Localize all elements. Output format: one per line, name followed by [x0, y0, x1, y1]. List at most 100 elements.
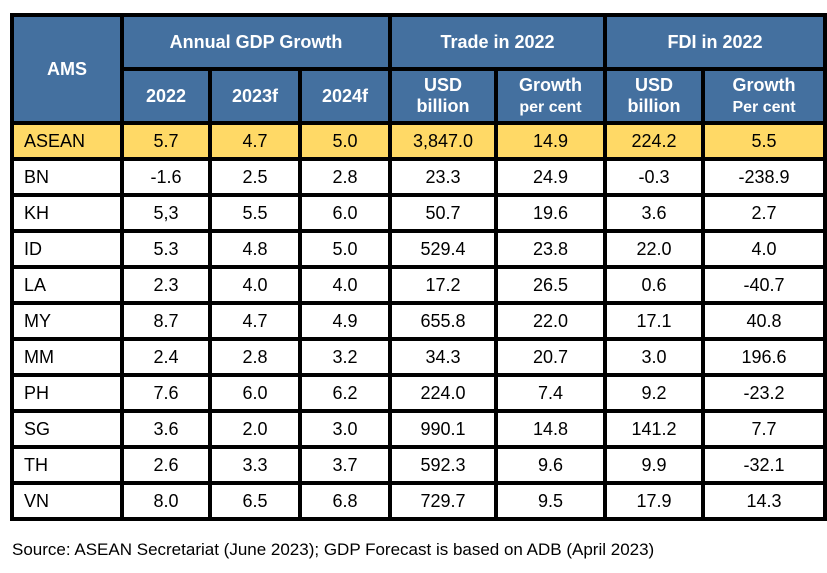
table-cell: -32.1 — [701, 445, 827, 485]
table-cell: 141.2 — [603, 409, 706, 449]
table-cell: 6.5 — [208, 481, 302, 521]
table-cell: 3.6 — [603, 193, 706, 233]
table-cell: -0.3 — [603, 157, 706, 197]
table-row: LA 2.3 4.0 4.0 17.2 26.5 0.6 -40.7 — [10, 265, 827, 305]
table-row: PH 7.6 6.0 6.2 224.0 7.4 9.2 -23.2 — [10, 373, 827, 413]
table-cell: 5.3 — [120, 229, 212, 269]
table-cell: 7.6 — [120, 373, 212, 413]
table-cell: 9.6 — [493, 445, 608, 485]
table-cell: 4.8 — [208, 229, 302, 269]
data-table: AMS Annual GDP Growth Trade in 2022 FDI … — [10, 13, 827, 521]
table-cell: 26.5 — [493, 265, 608, 305]
table-cell: 3.6 — [120, 409, 212, 449]
table-cell: 196.6 — [701, 337, 827, 377]
row-label: TH — [10, 445, 124, 485]
column-header-line1: Growth — [519, 74, 582, 95]
table-cell: -238.9 — [701, 157, 827, 197]
table-cell: 14.8 — [493, 409, 608, 449]
header-fdi: FDI in 2022 — [603, 13, 827, 71]
column-header-line1: 2024f — [321, 85, 369, 106]
table-cell: 2.6 — [120, 445, 212, 485]
column-header-line1: USD — [635, 75, 674, 95]
table-cell: 2.8 — [208, 337, 302, 377]
table-cell: 224.0 — [388, 373, 498, 413]
table-cell: 7.4 — [493, 373, 608, 413]
table-cell: 8.0 — [120, 481, 212, 521]
column-header-line1: Growth — [732, 74, 796, 95]
table-row: TH 2.6 3.3 3.7 592.3 9.6 9.9 -32.1 — [10, 445, 827, 485]
table-row: ID 5.3 4.8 5.0 529.4 23.8 22.0 4.0 — [10, 229, 827, 269]
table-cell: 6.8 — [298, 481, 392, 521]
table-cell: 22.0 — [603, 229, 706, 269]
table-cell: 4.0 — [701, 229, 827, 269]
header-ams: AMS — [10, 13, 124, 125]
row-label: ASEAN — [10, 121, 124, 161]
table-cell: 14.9 — [493, 121, 608, 161]
table-cell: 24.9 — [493, 157, 608, 197]
header-trade: Trade in 2022 — [387, 13, 608, 71]
table-row: VN 8.0 6.5 6.8 729.7 9.5 17.9 14.3 — [10, 481, 827, 521]
table-cell: 6.2 — [298, 373, 392, 413]
table-row: MY 8.7 4.7 4.9 655.8 22.0 17.1 40.8 — [10, 301, 827, 341]
column-header-line2: billion — [627, 96, 681, 116]
table-cell: 23.3 — [388, 157, 498, 197]
table-cell: 4.9 — [298, 301, 392, 341]
table-cell: 4.0 — [208, 265, 302, 305]
column-header-line1: 2022 — [145, 85, 187, 106]
table-cell: -40.7 — [701, 265, 827, 305]
table-cell: 4.7 — [208, 121, 302, 161]
table-cell: 9.9 — [603, 445, 706, 485]
row-label: BN — [10, 157, 124, 197]
column-header-line2: per cent — [519, 98, 582, 116]
table-cell: 2.5 — [208, 157, 302, 197]
row-label: MY — [10, 301, 124, 341]
table-cell: 8.7 — [120, 301, 212, 341]
table-cell: 19.6 — [493, 193, 608, 233]
column-header-line1: 2023f — [231, 85, 279, 106]
table-cell: 14.3 — [701, 481, 827, 521]
table-cell: 3,847.0 — [388, 121, 498, 161]
table-cell: 655.8 — [388, 301, 498, 341]
column-header: 2022 — [120, 67, 212, 125]
column-header: Growth per cent — [493, 67, 608, 125]
table-cell: 224.2 — [603, 121, 706, 161]
table-cell: 990.1 — [388, 409, 498, 449]
column-header: USD billion — [603, 67, 706, 125]
table-row: ASEAN 5.7 4.7 5.0 3,847.0 14.9 224.2 5.5 — [10, 121, 827, 161]
table-cell: 3.3 — [208, 445, 302, 485]
row-label: PH — [10, 373, 124, 413]
table-cell: 5.0 — [298, 121, 392, 161]
table-cell: 5,3 — [120, 193, 212, 233]
column-header: USD billion — [388, 67, 498, 125]
table-cell: 2.4 — [120, 337, 212, 377]
table-cell: 9.2 — [603, 373, 706, 413]
column-header-line2: Per cent — [732, 98, 796, 116]
table-cell: 5.5 — [701, 121, 827, 161]
source-note: Source: ASEAN Secretariat (June 2023); G… — [12, 540, 655, 559]
table-cell: 592.3 — [388, 445, 498, 485]
table-cell: 529.4 — [388, 229, 498, 269]
header-gdp-growth: Annual GDP Growth — [120, 13, 392, 71]
row-label: LA — [10, 265, 124, 305]
table-cell: 5.5 — [208, 193, 302, 233]
table-cell: 5.7 — [120, 121, 212, 161]
table-cell: 3.2 — [298, 337, 392, 377]
table-cell: 17.9 — [603, 481, 706, 521]
table-cell: 2.8 — [298, 157, 392, 197]
table-cell: 17.1 — [603, 301, 706, 341]
table-cell: 4.7 — [208, 301, 302, 341]
table-cell: 0.6 — [603, 265, 706, 305]
table-cell: 2.0 — [208, 409, 302, 449]
table-cell: 4.0 — [298, 265, 392, 305]
table-cell: 5.0 — [298, 229, 392, 269]
table-row: BN -1.6 2.5 2.8 23.3 24.9 -0.3 -238.9 — [10, 157, 827, 197]
table-row: SG 3.6 2.0 3.0 990.1 14.8 141.2 7.7 — [10, 409, 827, 449]
table-cell: 34.3 — [388, 337, 498, 377]
column-header-line1: USD — [423, 75, 462, 95]
column-header: 2023f — [208, 67, 302, 125]
table-cell: 20.7 — [493, 337, 608, 377]
row-label: SG — [10, 409, 124, 449]
table-cell: 729.7 — [388, 481, 498, 521]
table-cell: 2.3 — [120, 265, 212, 305]
column-header: Growth Per cent — [701, 67, 827, 125]
